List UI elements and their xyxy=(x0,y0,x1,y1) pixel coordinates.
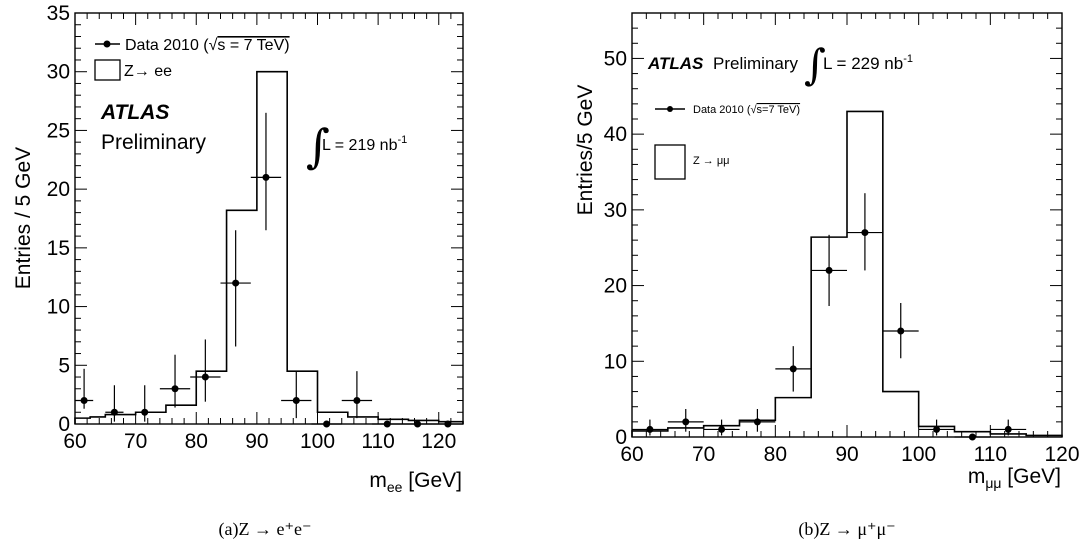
panel-b-caption: (b)Z → μ⁺μ⁻ xyxy=(798,519,895,540)
panel-a-x-tick-label: 90 xyxy=(245,430,268,453)
panel-b-data-marker xyxy=(718,425,726,433)
panel-b-x-tick-label: 90 xyxy=(835,443,858,466)
panel-b-data-point xyxy=(667,408,704,432)
panel-a-y-tick-label: 5 xyxy=(58,354,70,377)
panel-b-data-marker xyxy=(753,418,761,426)
panel-a-data-marker xyxy=(292,397,300,405)
panel-a-data-marker xyxy=(353,397,361,405)
panel-b-preliminary-label: Preliminary xyxy=(713,54,799,73)
panel-b-y-tick-label: 10 xyxy=(604,350,627,373)
panel-a-x-axis-label: mee [GeV] xyxy=(369,469,462,495)
panel-a: 60 70 80 90 100 110 120 0 5 10 15 20 25 30 35 Entries … xyxy=(12,2,464,540)
panel-b-data-point xyxy=(811,234,847,307)
panel-b-x-tick-label: 60 xyxy=(620,443,643,466)
panel-a-marks xyxy=(74,70,464,428)
panel-a-legend-mc-label: Z→ ee xyxy=(124,63,172,80)
panel-a-data-marker xyxy=(141,408,149,416)
panel-a-y-axis-label: Entries / 5 GeV xyxy=(12,147,35,289)
panel-a-x-tick-label: 70 xyxy=(124,430,147,453)
panel-b-data-point xyxy=(703,419,740,436)
panel-b-legend-mc-label: Z → μμ xyxy=(693,155,730,167)
panel-b-data-point xyxy=(847,193,883,271)
panel-a-data-point xyxy=(105,385,124,422)
panel-b-data-point xyxy=(918,419,955,436)
panel-b-data-marker xyxy=(933,425,941,433)
panel-a-data-marker xyxy=(262,173,270,181)
panel-a-mc-histogram xyxy=(74,70,464,424)
panel-b-data-point xyxy=(882,302,919,359)
panel-a-y-tick-label: 10 xyxy=(47,296,70,319)
panel-a-x-tick-label: 80 xyxy=(185,430,208,453)
panel-b-y-tick-label: 50 xyxy=(604,47,627,70)
panel-b-x-tick-label: 110 xyxy=(974,443,1007,466)
panel-b-y-tick-label: 20 xyxy=(604,275,627,298)
panel-b-lumi-integral: ∫ xyxy=(804,40,826,89)
panel-b: 60 70 80 90 100 110 120 0 10 20 30 40 50 Entries/5 G… xyxy=(574,12,1080,540)
panel-a-y-tick-label: 0 xyxy=(58,413,70,436)
panel-b-legend-data-label: Data 2010 (√s=7 TeV) xyxy=(693,104,800,116)
panel-a-data-point xyxy=(75,368,94,409)
panel-a-data-marker xyxy=(80,397,88,405)
panel-a-y-tick-label: 20 xyxy=(47,178,70,201)
panel-b-y-tick-label: 40 xyxy=(604,123,627,146)
panel-a-data-point xyxy=(341,371,373,419)
panel-b-x-axis-label: mμμ [GeV] xyxy=(968,465,1061,491)
panel-b-data-point xyxy=(739,408,776,432)
panel-a-x-tick-label: 110 xyxy=(361,430,394,453)
panel-a-preliminary-label: Preliminary xyxy=(101,131,207,154)
panel-b-data-marker xyxy=(825,266,833,274)
panel-b-legend-mc-box xyxy=(654,144,686,180)
panel-a-y-tick-label: 15 xyxy=(47,237,70,260)
panel-b-data-marker xyxy=(789,365,797,373)
panel-a-data-point xyxy=(281,371,312,419)
panel-a-x-tick-label: 120 xyxy=(421,430,456,453)
panel-a-x-tick-label: 60 xyxy=(63,430,86,453)
panel-a-data-marker xyxy=(232,279,240,287)
panel-a-data-point xyxy=(220,230,251,347)
panel-a-data-marker xyxy=(201,373,209,381)
panel-b-data-marker xyxy=(861,229,869,237)
panel-b-y-tick-label: 30 xyxy=(604,199,627,222)
panel-a-lumi-text: L = 219 nb-1 xyxy=(322,134,407,154)
panel-a-y-tick-label: 25 xyxy=(47,119,70,142)
panel-b-data-point xyxy=(775,346,812,392)
panel-b-legend-data-marker xyxy=(667,106,673,112)
panel-b-data-marker xyxy=(646,425,654,433)
panel-a-data-marker xyxy=(171,385,179,393)
panel-a-atlas-label: ATLAS xyxy=(100,101,169,124)
panel-a-data-point xyxy=(190,339,221,402)
panel-a-x-tick-label: 100 xyxy=(300,430,335,453)
panel-a-legend-data-label: Data 2010 (√s = 7 TeV) xyxy=(125,37,290,54)
panel-b-data-point xyxy=(990,419,1027,436)
panel-b-ticks: 60 70 80 90 100 110 120 0 10 20 30 40 50 xyxy=(604,12,1080,466)
panel-a-data-point xyxy=(135,385,154,422)
panel-a-caption: (a)Z → e⁺e⁻ xyxy=(219,519,312,540)
panel-b-data-marker xyxy=(1004,425,1012,433)
panel-b-data-marker xyxy=(897,327,905,335)
panel-a-ticks: 60 70 80 90 100 110 120 0 5 10 15 20 25 30 35 xyxy=(47,2,464,453)
panel-b-lumi-text: L = 229 nb-1 xyxy=(823,53,913,73)
panel-a-data-point xyxy=(250,112,282,231)
panel-b-x-tick-label: 120 xyxy=(1044,443,1079,466)
panel-b-y-tick-label: 0 xyxy=(615,426,627,449)
panel-b-data-point xyxy=(632,419,668,436)
panel-b-data-marker xyxy=(682,418,690,426)
panel-b-y-axis-label: Entries/5 GeV xyxy=(574,85,597,216)
panel-a-data-point xyxy=(159,354,191,408)
panel-a-legend-data-marker xyxy=(103,40,111,48)
panel-a-y-tick-label: 35 xyxy=(47,2,70,25)
panel-b-x-tick-label: 80 xyxy=(764,443,787,466)
panel-a-y-tick-label: 30 xyxy=(47,61,70,84)
panel-a-data-marker xyxy=(110,408,118,416)
panel-a-legend-mc-box xyxy=(94,59,121,81)
panel-b-x-tick-label: 70 xyxy=(692,443,715,466)
panel-b-x-tick-label: 100 xyxy=(901,443,936,466)
panel-a-lumi-integral: ∫ xyxy=(306,119,330,173)
panel-b-atlas-label: ATLAS xyxy=(647,54,704,73)
